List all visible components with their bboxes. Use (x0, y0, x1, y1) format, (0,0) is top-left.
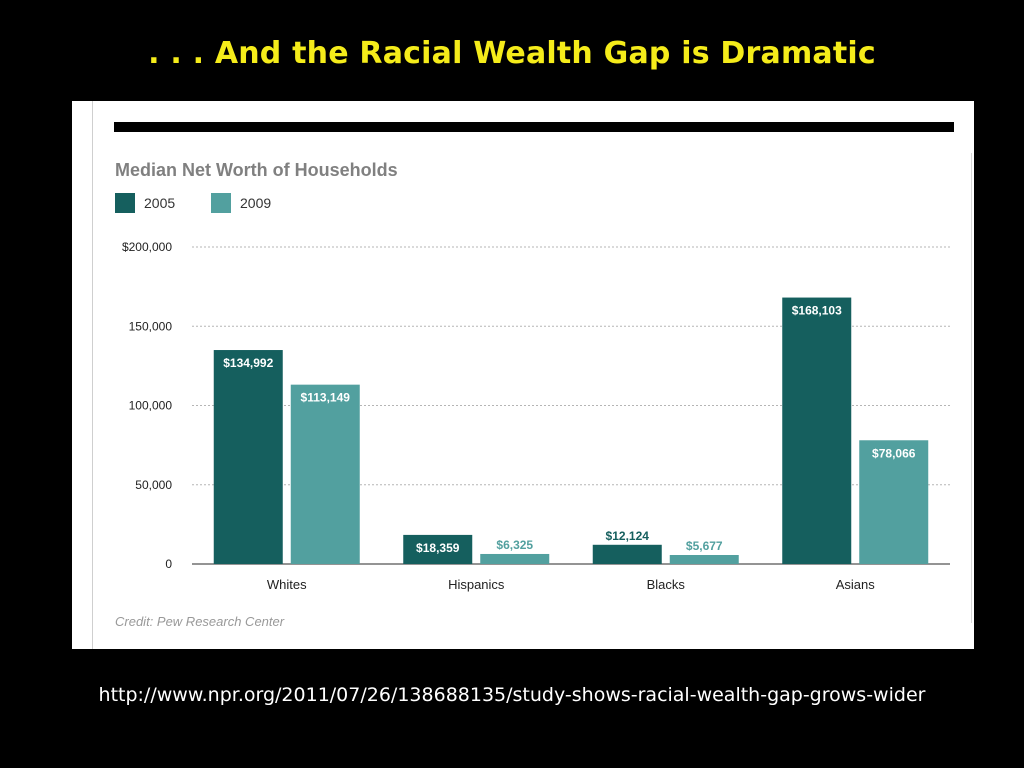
chart-header-bar (114, 122, 954, 132)
legend-label-2009: 2009 (240, 195, 272, 211)
y-tick-label: 50,000 (135, 478, 172, 492)
legend-label-2005: 2005 (144, 195, 176, 211)
chart-panel: Median Net Worth of Households 2005 2009… (72, 101, 974, 649)
x-tick-label: Blacks (647, 577, 686, 592)
y-tick-label: $200,000 (122, 240, 172, 254)
legend-swatch-2005 (115, 193, 135, 213)
slide-title: . . . And the Racial Wealth Gap is Drama… (148, 36, 876, 71)
panel-left-divider (92, 101, 93, 649)
x-tick-label: Hispanics (448, 577, 505, 592)
data-label-hispanics-2005: $18,359 (416, 541, 460, 555)
x-tick-label: Asians (836, 577, 876, 592)
bar-whites-2009 (290, 384, 360, 564)
bar-chart: 0 50,000 100,000 150,000 $200,000 $134,992 $11… (122, 240, 950, 592)
bar-blacks-2005 (592, 544, 662, 564)
data-label-asians-2005: $168,103 (792, 304, 842, 318)
bar-hispanics-2009 (480, 553, 550, 564)
y-tick-label: 0 (165, 557, 172, 571)
data-label-blacks-2005: $12,124 (606, 529, 650, 543)
data-label-whites-2005: $134,992 (223, 356, 273, 370)
bar-blacks-2009 (669, 555, 739, 564)
bar-whites-2005 (213, 350, 283, 564)
x-tick-label: Whites (267, 577, 307, 592)
data-label-hispanics-2009: $6,325 (496, 538, 533, 552)
chart-title: Median Net Worth of Households (115, 160, 398, 180)
source-url: http://www.npr.org/2011/07/26/138688135/… (98, 684, 926, 706)
bar-hispanics-2005 (403, 534, 473, 564)
data-label-blacks-2009: $5,677 (686, 539, 723, 553)
bar-asians-2009 (859, 440, 929, 564)
data-label-asians-2009: $78,066 (872, 446, 916, 460)
panel-right-divider (971, 153, 975, 623)
y-tick-label: 150,000 (129, 319, 173, 333)
legend-swatch-2009 (211, 193, 231, 213)
data-label-whites-2009: $113,149 (301, 391, 351, 405)
bar-asians-2005 (782, 297, 852, 564)
chart-credit: Credit: Pew Research Center (115, 614, 285, 629)
y-tick-label: 100,000 (129, 399, 173, 413)
